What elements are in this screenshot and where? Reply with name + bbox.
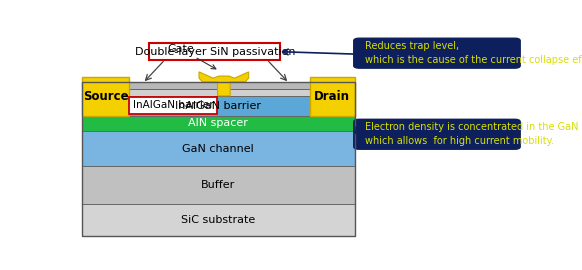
Bar [81, 167, 354, 204]
FancyBboxPatch shape [129, 97, 217, 114]
Text: Double-layer SiN passivation: Double-layer SiN passivation [134, 47, 295, 57]
FancyBboxPatch shape [150, 43, 281, 60]
Bar [81, 77, 129, 116]
Bar [81, 204, 354, 236]
Bar [81, 82, 354, 236]
Bar [81, 96, 354, 116]
Bar [81, 116, 354, 131]
Polygon shape [312, 107, 354, 116]
Text: Electron density is concentrated in the GaN channel,
which allows  for high curr: Electron density is concentrated in the … [364, 122, 582, 146]
Text: Source: Source [83, 90, 128, 103]
Text: InAlGaN barrier: InAlGaN barrier [133, 100, 214, 110]
FancyBboxPatch shape [354, 119, 520, 149]
Text: InAlGaN barrier: InAlGaN barrier [175, 101, 261, 111]
Bar [81, 131, 354, 167]
Text: Gate: Gate [168, 44, 216, 69]
FancyBboxPatch shape [354, 38, 520, 68]
Text: Drain: Drain [314, 90, 350, 103]
Text: Buffer: Buffer [201, 180, 235, 190]
Bar [310, 77, 354, 116]
Text: AlN spacer: AlN spacer [188, 118, 248, 128]
Bar [81, 89, 354, 96]
Bar [81, 82, 354, 89]
Polygon shape [199, 72, 249, 96]
Text: SiC substrate: SiC substrate [181, 215, 255, 225]
Text: Reduces trap level,
which is the cause of the current collapse effect.: Reduces trap level, which is the cause o… [364, 41, 582, 65]
Text: GaN channel: GaN channel [182, 144, 254, 154]
